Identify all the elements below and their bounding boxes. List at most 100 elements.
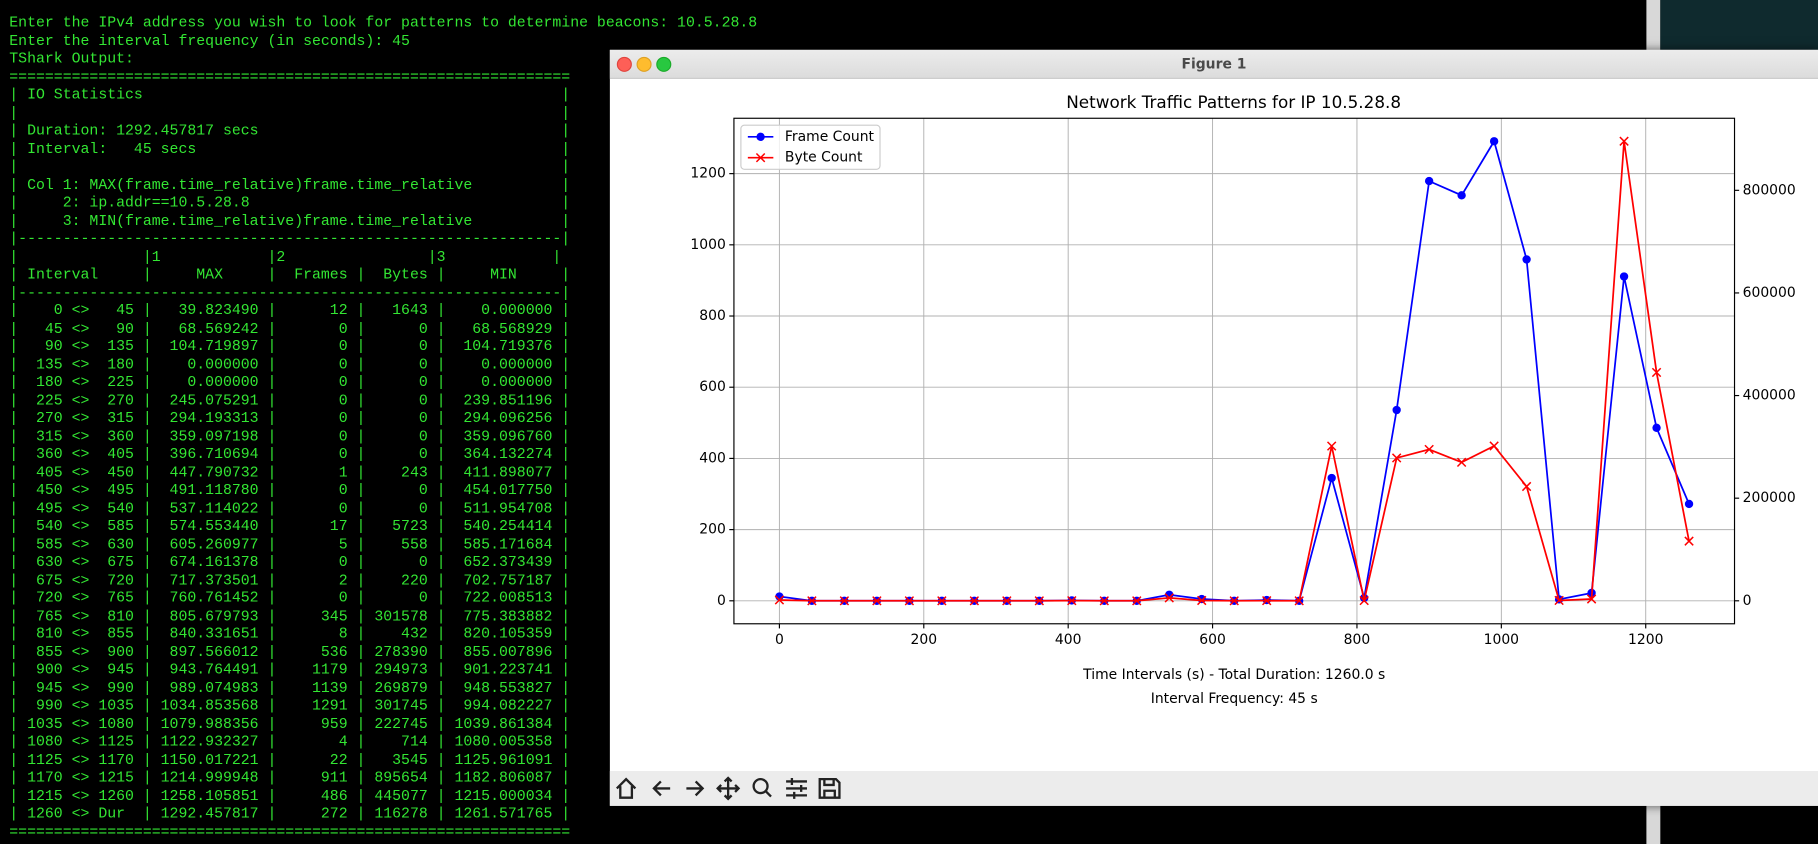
- toolbar-icons: [616, 776, 841, 801]
- marker: [1456, 457, 1467, 468]
- terminal-line: | |: [9, 157, 571, 176]
- terminal-line: | 945 <> 990 | 989.074983 | 1139 | 26987…: [9, 678, 571, 697]
- terminal-line: | |: [9, 103, 571, 122]
- terminal-line: | 315 <> 360 | 359.097198 | 0 | 0 | 359.…: [9, 427, 571, 445]
- y-tick-label: 200: [699, 522, 726, 538]
- terminal-line: | 1170 <> 1215 | 1214.999948 | 911 | 895…: [9, 768, 571, 787]
- marker: [872, 596, 882, 606]
- title-bar: Figure 1: [609, 49, 1818, 79]
- legend: Frame Count Byte Count: [740, 124, 881, 170]
- marker: [755, 152, 766, 163]
- marker: [1457, 191, 1466, 200]
- x-axis-label: Time Intervals (s) - Total Duration: 126…: [1082, 667, 1385, 683]
- marker: [1521, 481, 1532, 492]
- series-line: [779, 139, 1690, 602]
- terminal-line: | 360 <> 405 | 396.710694 | 0 | 0 | 364.…: [9, 445, 571, 463]
- marker: [1554, 595, 1564, 606]
- y-tick-label: 800: [699, 308, 726, 324]
- terminal-line: | 1080 <> 1125 | 1122.932327 | 4 | 714 |…: [9, 732, 571, 751]
- marker: [1327, 473, 1336, 483]
- forward-button[interactable]: [686, 780, 705, 797]
- minimize-button[interactable]: [636, 56, 652, 72]
- x-tick-label: 800: [1344, 632, 1371, 648]
- save-button[interactable]: [818, 777, 841, 799]
- marker: [1034, 596, 1045, 606]
- marker: [1197, 595, 1207, 606]
- terminal: Enter the IPv4 address you wish to look …: [9, 14, 757, 841]
- terminal-line: | 270 <> 315 | 294.193313 | 0 | 0 | 294.…: [9, 409, 571, 427]
- configure-button[interactable]: [786, 777, 807, 799]
- terminal-line: | Interval | MAX | Frames | Bytes | MIN …: [9, 265, 571, 283]
- terminal-line: | 900 <> 945 | 943.764491 | 1179 | 29497…: [9, 660, 571, 679]
- terminal-line: | 855 <> 900 | 897.566012 | 536 | 278390…: [9, 642, 571, 661]
- marker: [1489, 137, 1499, 146]
- terminal-line: | 630 <> 675 | 674.161378 | 0 | 0 | 652.…: [9, 553, 571, 571]
- terminal-line: | 675 <> 720 | 717.373501 | 2 | 220 | 70…: [9, 571, 571, 589]
- marker: [1684, 499, 1694, 509]
- marker: [937, 596, 947, 606]
- zoom-button[interactable]: [656, 56, 672, 72]
- y-tick-label: 400: [699, 450, 726, 466]
- marker: [1294, 596, 1304, 606]
- y2-tick-label: 800000: [1743, 182, 1796, 198]
- marker: [1619, 136, 1629, 146]
- marker: [807, 596, 817, 606]
- x-tick-label: 1000: [1484, 632, 1519, 648]
- terminal-line: | 720 <> 765 | 760.761452 | 0 | 0 | 722.…: [9, 588, 571, 607]
- x-axis-label: Interval Frequency: 45 s: [1151, 691, 1318, 707]
- plot-frame: [733, 117, 1736, 625]
- marker: [1424, 444, 1434, 455]
- terminal-line: | 225 <> 270 | 245.075291 | 0 | 0 | 239.…: [9, 391, 571, 409]
- terminal-line: Enter the interval frequency (in seconds…: [9, 31, 410, 50]
- home-button[interactable]: [616, 777, 637, 799]
- marker: [774, 595, 785, 605]
- y2-tick-label: 200000: [1743, 490, 1796, 506]
- terminal-line: | 90 <> 135 | 104.719897 | 0 | 0 | 104.7…: [9, 337, 571, 355]
- marker: [1424, 176, 1434, 186]
- legend-box: [740, 124, 881, 170]
- marker: [1359, 595, 1369, 606]
- legend-label: Byte Count: [785, 150, 863, 166]
- terminal-line: | 3: MIN(frame.time_relative)frame.time_…: [9, 211, 571, 229]
- chart-title: Network Traffic Patterns for IP 10.5.28.…: [1066, 92, 1401, 112]
- marker: [1262, 595, 1272, 606]
- terminal-line: | 495 <> 540 | 537.114022 | 0 | 0 | 511.…: [9, 499, 571, 517]
- marker: [1229, 596, 1239, 606]
- desktop-background: [1660, 0, 1818, 50]
- y-tick-label: 1000: [690, 237, 725, 253]
- x-tick-label: 200: [911, 632, 938, 648]
- y2-tick-label: 0: [1743, 593, 1752, 609]
- marker: [756, 132, 765, 141]
- marker: [1652, 423, 1661, 432]
- y-tick-label: 0: [717, 593, 726, 609]
- marker: [1391, 453, 1402, 463]
- y2-tick-label: 400000: [1743, 388, 1796, 404]
- window-title: Figure 1: [1181, 55, 1247, 72]
- zoom-tool-button[interactable]: [752, 777, 769, 795]
- terminal-line: | Col 1: MAX(frame.time_relative)frame.t…: [9, 175, 571, 194]
- x-tick-label: 400: [1055, 632, 1082, 648]
- marker: [1132, 596, 1142, 606]
- terminal-line: |---------------------------------------…: [9, 229, 571, 247]
- x-tick-label: 0: [775, 632, 784, 648]
- marker: [1489, 441, 1499, 451]
- y2-tick-label: 600000: [1743, 285, 1796, 301]
- marker: [839, 596, 850, 606]
- back-button[interactable]: [652, 780, 671, 797]
- terminal-line: | 990 <> 1035 | 1034.853568 | 1291 | 301…: [9, 696, 571, 715]
- marker: [1326, 441, 1337, 451]
- marker: [1651, 367, 1662, 378]
- terminal-line: ========================================…: [9, 67, 571, 86]
- marker: [1067, 595, 1077, 606]
- close-button[interactable]: [616, 56, 632, 72]
- terminal-line: | IO Statistics |: [9, 85, 571, 104]
- pan-button[interactable]: [716, 776, 741, 801]
- marker: [1619, 272, 1629, 281]
- y-tick-label: 600: [699, 379, 726, 395]
- marker: [1522, 255, 1531, 264]
- terminal-line: | 180 <> 225 | 0.000000 | 0 | 0 | 0.0000…: [9, 373, 571, 391]
- terminal-line: | 585 <> 630 | 605.260977 | 5 | 558 | 58…: [9, 535, 571, 553]
- marker: [969, 596, 980, 606]
